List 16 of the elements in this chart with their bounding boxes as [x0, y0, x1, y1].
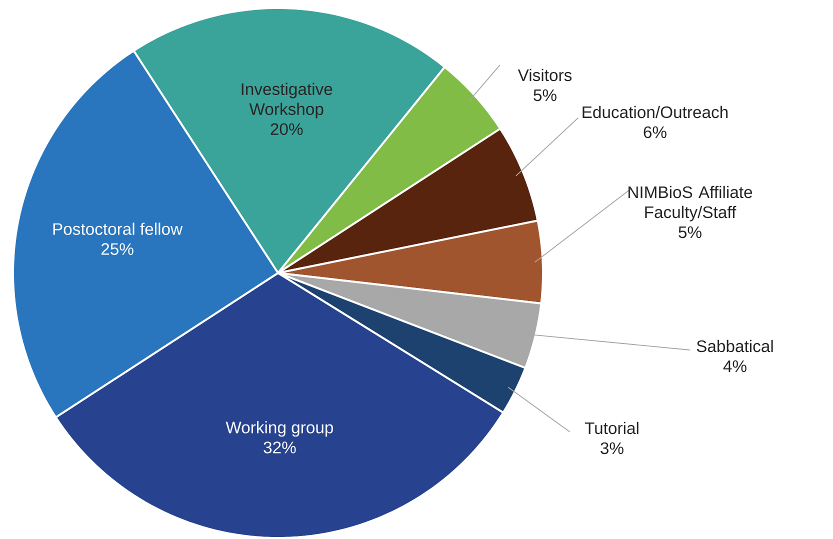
data-label: 5% — [678, 226, 702, 238]
data-label: 25% — [101, 243, 134, 255]
slice-label: Education/Outreach — [582, 106, 728, 118]
slice-label: Working group — [226, 421, 334, 437]
slice-label: Postoctoral fellow — [53, 222, 183, 235]
data-label: 6% — [644, 126, 666, 138]
slice-label: NIMBioS Affiliate Faculty/Staff — [628, 186, 752, 222]
slice-label: Visitors — [518, 68, 572, 82]
data-label: 5% — [534, 89, 556, 102]
slice-label: Investigative Workshop — [242, 82, 332, 118]
data-label: 20% — [270, 123, 303, 136]
data-label: 32% — [264, 442, 296, 454]
data-label: 4% — [723, 360, 746, 372]
slice-label: Sabbatical — [696, 340, 773, 352]
slice-label: Tutorial — [584, 422, 638, 434]
data-label: 3% — [600, 442, 624, 454]
